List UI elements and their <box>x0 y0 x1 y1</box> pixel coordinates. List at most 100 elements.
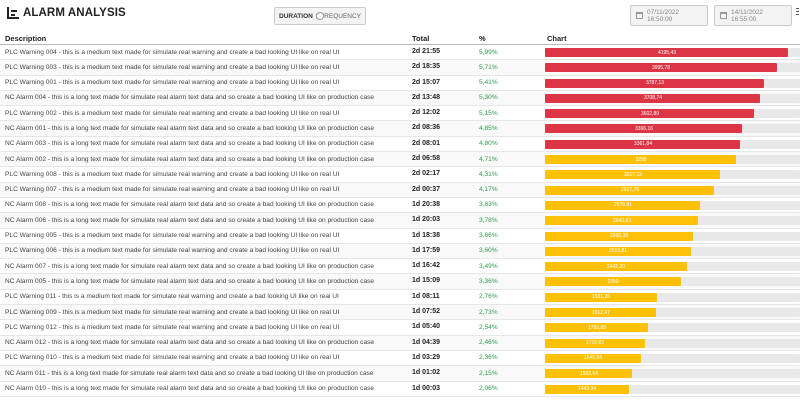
row-total: 1d 01:02 <box>412 369 441 377</box>
column-header-chart: Chart <box>547 34 567 43</box>
table-row[interactable]: NC Alarm 005 - this is a long text made … <box>0 274 800 290</box>
bar-track: 2442,20 <box>545 262 800 272</box>
row-description: PLC Warning 005 - this is a medium text … <box>5 232 340 240</box>
row-description: NC Alarm 002 - this is a long text made … <box>5 155 375 163</box>
table-row[interactable]: NC Alarm 004 - this is a long text made … <box>0 90 800 107</box>
bar-fill <box>545 93 760 103</box>
table-row[interactable]: PLC Warning 002 - this is a medium text … <box>0 106 800 122</box>
bar-track: 4195,43 <box>545 48 800 57</box>
table-row[interactable]: PLC Warning 004 - this is a medium text … <box>0 45 800 61</box>
row-total: 1d 15:09 <box>412 277 441 285</box>
row-percent: 2,06% <box>479 385 498 393</box>
table-row[interactable]: NC Alarm 008 - this is a long text made … <box>0 198 800 214</box>
row-description: NC Alarm 006 - this is a long text made … <box>5 216 375 224</box>
menu-icon[interactable] <box>796 8 800 16</box>
row-description: PLC Warning 012 - this is a medium text … <box>5 323 340 331</box>
bar-track: 2350 <box>545 277 800 287</box>
column-header-percent[interactable]: % <box>479 34 486 43</box>
bar-value-label: 1719,82 <box>585 340 605 347</box>
row-description: PLC Warning 002 - this is a medium text … <box>5 109 340 117</box>
bar-value-label: 1780,88 <box>587 324 607 331</box>
bar-track: 2519,81 <box>545 246 800 256</box>
bar-fill <box>545 155 736 165</box>
bar-value-label: 1502,64 <box>579 370 599 377</box>
table-row[interactable]: NC Alarm 002 - this is a long text made … <box>0 152 800 168</box>
row-total: 2d 13:48 <box>412 93 441 101</box>
table-row[interactable]: NC Alarm 006 - this is a long text made … <box>0 213 800 229</box>
table-row[interactable]: PLC Warning 001 - this is a medium text … <box>0 76 800 91</box>
duration-frequency-toggle[interactable]: DURATION FREQUENCY <box>274 7 366 25</box>
bar-fill <box>545 338 645 348</box>
bar-value-label: 3298 <box>635 156 647 163</box>
table-row[interactable]: PLC Warning 007 - this is a medium text … <box>0 182 800 198</box>
row-percent: 4,31% <box>479 170 498 178</box>
table-row[interactable]: NC Alarm 007 - this is a long text made … <box>0 259 800 275</box>
row-total: 1d 03:29 <box>412 353 441 361</box>
row-description: PLC Warning 011 - this is a medium text … <box>5 293 339 301</box>
table-row[interactable]: PLC Warning 008 - this is a medium text … <box>0 167 800 183</box>
bar-fill <box>545 231 693 241</box>
table-row[interactable]: PLC Warning 012 - this is a medium text … <box>0 320 800 336</box>
row-percent: 2,15% <box>479 369 498 377</box>
bar-fill <box>545 139 740 149</box>
alarm-table-body: PLC Warning 004 - this is a medium text … <box>0 45 800 397</box>
bar-fill <box>545 109 754 119</box>
table-row[interactable]: PLC Warning 011 - this is a medium text … <box>0 290 800 306</box>
bar-fill <box>545 384 629 394</box>
table-header: Description Total % Chart <box>0 31 800 45</box>
row-total: 2d 21:55 <box>412 48 441 55</box>
row-total: 2d 15:07 <box>412 78 441 86</box>
bar-fill <box>545 308 656 318</box>
table-row[interactable]: PLC Warning 006 - this is a medium text … <box>0 243 800 260</box>
row-total: 1d 07:52 <box>412 308 441 316</box>
bar-value-label: 3995,78 <box>651 64 671 71</box>
bar-value-label: 1912,47 <box>591 309 611 316</box>
bar-track: 1649,54 <box>545 353 800 363</box>
table-row[interactable]: NC Alarm 003 - this is a long text made … <box>0 137 800 153</box>
header: ALARM ANALYSIS DURATION FREQUENCY 07/11/… <box>0 0 800 30</box>
row-total: 1d 20:38 <box>412 200 441 208</box>
row-description: PLC Warning 006 - this is a medium text … <box>5 247 340 255</box>
table-row[interactable]: NC Alarm 012 - this is a long text made … <box>0 335 800 351</box>
table-row[interactable]: NC Alarm 011 - this is a long text made … <box>0 366 800 382</box>
row-percent: 3,60% <box>479 247 498 255</box>
row-description: NC Alarm 010 - this is a long text made … <box>5 385 375 393</box>
bar-fill <box>545 63 777 73</box>
bar-value-label: 3787,13 <box>645 80 665 87</box>
row-total: 1d 17:59 <box>412 246 441 254</box>
table-row[interactable]: PLC Warning 003 - this is a medium text … <box>0 60 800 76</box>
row-percent: 5,41% <box>479 79 498 87</box>
toggle-switch[interactable] <box>315 12 324 20</box>
row-percent: 2,54% <box>479 323 498 331</box>
table-row[interactable]: PLC Warning 009 - this is a medium text … <box>0 305 800 321</box>
bar-value-label: 2558,38 <box>609 233 629 240</box>
row-description: PLC Warning 001 - this is a medium text … <box>5 79 340 87</box>
row-total: 1d 16:42 <box>412 262 441 270</box>
row-total: 2d 06:58 <box>412 155 441 163</box>
bar-value-label: 2442,20 <box>606 263 626 270</box>
bar-fill <box>545 246 691 256</box>
date-from-input[interactable]: 07/11/2022 16:50:00 <box>630 5 708 26</box>
bar-track: 1931,26 <box>545 292 800 302</box>
bar-value-label: 3602,89 <box>640 110 660 117</box>
bar-fill <box>545 353 641 363</box>
table-row[interactable]: NC Alarm 001 - this is a long text made … <box>0 121 800 137</box>
row-percent: 3,49% <box>479 262 498 270</box>
row-total: 1d 00:03 <box>412 384 441 392</box>
date-to-input[interactable]: 14/11/2022 16:55:00 <box>714 5 792 26</box>
table-row[interactable]: PLC Warning 005 - this is a medium text … <box>0 229 800 244</box>
table-row[interactable]: NC Alarm 010 - this is a long text made … <box>0 382 800 397</box>
table-row[interactable]: PLC Warning 010 - this is a medium text … <box>0 351 800 367</box>
row-percent: 2,73% <box>479 308 498 316</box>
row-percent: 4,71% <box>479 155 498 163</box>
date-to-placeholder: 14/11/2022 16:55:00 <box>731 8 764 23</box>
bar-fill <box>545 323 648 333</box>
row-description: NC Alarm 011 - this is a long text made … <box>5 369 374 377</box>
row-total: 2d 08:01 <box>412 139 441 147</box>
row-total: 2d 18:35 <box>412 63 441 71</box>
column-header-description[interactable]: Description <box>5 34 47 43</box>
bar-value-label: 1443,34 <box>577 386 597 393</box>
column-header-total[interactable]: Total <box>412 34 430 43</box>
row-description: NC Alarm 008 - this is a long text made … <box>5 201 375 209</box>
row-description: PLC Warning 010 - this is a medium text … <box>5 354 340 362</box>
